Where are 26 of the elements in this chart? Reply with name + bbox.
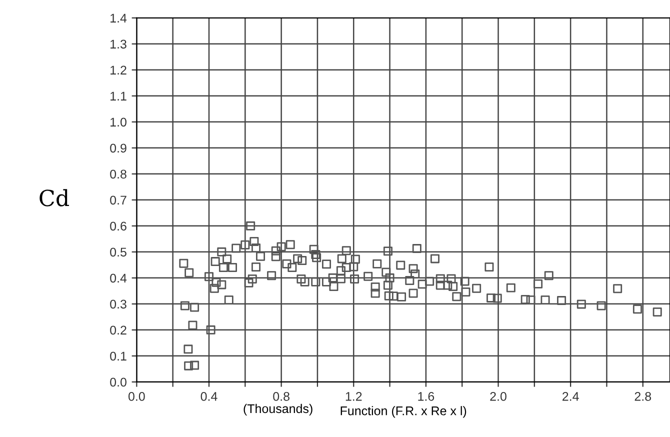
y-tick-label: 1.3	[110, 40, 126, 49]
x-axis-title: Function (F.R. x Re x l)	[340, 406, 466, 418]
y-tick-label: 0.4	[110, 274, 127, 283]
text: (Thousands)	[244, 404, 312, 416]
y-tick-label: 1.0	[110, 118, 126, 127]
x-tick-label: 1.6	[418, 392, 434, 401]
y-axis-title: Cd	[40, 189, 69, 206]
x-tick-label: 2.4	[562, 392, 579, 401]
y-tick-label: 1.2	[110, 66, 126, 74]
x-tick-label: 0.8	[273, 392, 290, 401]
y-tick-label: 0.0	[110, 378, 126, 387]
y-tick-label: 0.1	[110, 352, 126, 361]
x-tick-label: 2.0	[490, 392, 506, 401]
y-tick-label: 1.4	[110, 14, 127, 22]
y-tick-label: 1.1	[110, 92, 126, 100]
y-tick-label: 0.7	[110, 196, 126, 205]
y-tick-label: 0.5	[110, 248, 126, 257]
x-tick-label: 0.0	[128, 392, 145, 401]
y-tick-label: 0.2	[110, 326, 126, 335]
y-tick-label: 0.8	[110, 170, 126, 179]
x-tick-label: 1.2	[346, 392, 362, 401]
x-tick-label: 0.4	[200, 392, 218, 401]
y-tick-label: 0.9	[110, 144, 126, 153]
y-tick-label: 0.3	[110, 300, 126, 309]
x-tick-label: 2.8	[634, 392, 652, 401]
y-tick-label: 0.6	[110, 222, 126, 231]
